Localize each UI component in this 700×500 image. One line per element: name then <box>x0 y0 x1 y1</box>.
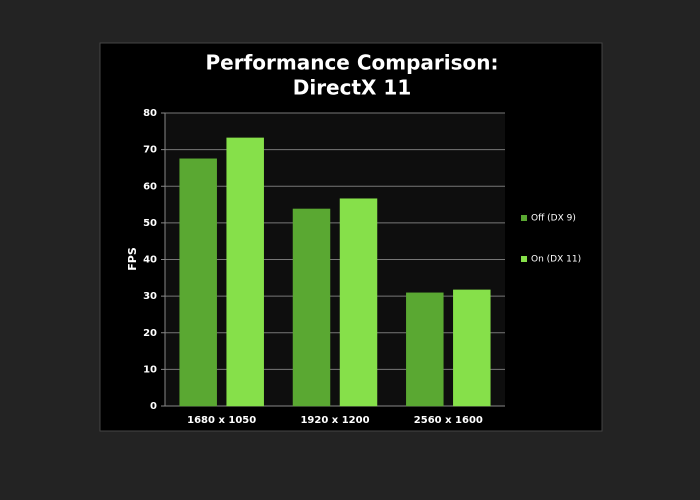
y-tick-label: 50 <box>143 218 157 229</box>
y-axis-label: FPS <box>126 247 139 271</box>
legend-label: On (DX 11) <box>531 255 581 265</box>
bar-shade <box>456 292 488 406</box>
y-tick-label: 20 <box>143 328 157 339</box>
x-tick-label: 1920 x 1200 <box>300 415 369 426</box>
bar-shade <box>296 211 327 406</box>
y-tick-label: 30 <box>143 291 157 302</box>
y-tick-label: 40 <box>143 255 157 266</box>
y-tick-label: 80 <box>143 108 157 119</box>
x-tick-label: 1680 x 1050 <box>187 415 256 426</box>
bar-shade <box>343 201 374 406</box>
chart-title: DirectX 11 <box>293 76 412 100</box>
chart-title: Performance Comparison: <box>205 51 498 75</box>
y-tick-label: 10 <box>143 364 157 375</box>
legend-swatch <box>521 215 527 221</box>
bar-shade <box>182 161 214 406</box>
legend-label: Off (DX 9) <box>531 214 576 224</box>
bar-shade <box>229 140 261 406</box>
y-tick-label: 60 <box>143 181 157 192</box>
y-tick-label: 70 <box>143 145 157 156</box>
y-tick-label: 0 <box>150 401 157 412</box>
legend-swatch <box>521 256 527 262</box>
bar-shade <box>409 295 441 406</box>
x-tick-label: 2560 x 1600 <box>414 415 483 426</box>
